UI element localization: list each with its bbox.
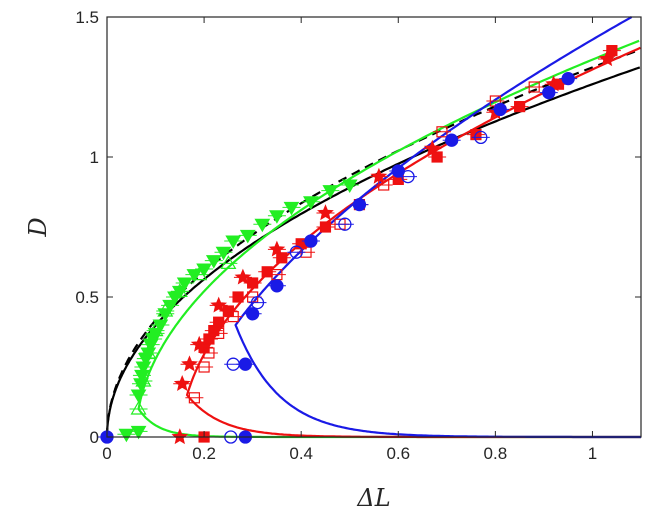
green-triangle-up-open-point (220, 255, 237, 269)
blue-circle-open-point (338, 217, 352, 231)
green-triangle-down-filled-point (254, 218, 271, 233)
blue-fit-curve (234, 16, 641, 439)
green-triangle-up-open-point (130, 400, 147, 415)
red-square-open-point (378, 179, 390, 191)
red-square-filled-point (319, 221, 332, 233)
green-fit-curve (137, 39, 641, 439)
green-triangle-down-filled-point (176, 277, 193, 291)
blue-circle-filled-point (445, 133, 459, 147)
green-triangle-up-open-point (147, 322, 164, 337)
blue-circle-filled-point (245, 307, 260, 321)
blue-circle-filled-point (270, 279, 284, 293)
blue-circle-filled-point (561, 71, 575, 86)
blue-circle-open-point (250, 295, 265, 310)
red-square-filled-point (213, 316, 225, 328)
green-triangle-up-open-point (191, 266, 208, 281)
green-triangle-up-open-point (135, 372, 152, 387)
red-square-filled-point (261, 266, 273, 278)
green-triangle-down-filled-point (215, 246, 232, 261)
blue-circle-filled-point (493, 102, 507, 117)
green-triangle-down-filled-point (118, 428, 135, 443)
red-square-filled-point (276, 252, 288, 264)
green-triangle-down-filled-point (322, 185, 339, 199)
green-triangle-down-filled-point (283, 201, 300, 216)
x-tick-label: 1 (588, 444, 597, 463)
x-tick-label: 0.8 (484, 444, 508, 463)
green-triangle-down-filled-point (303, 196, 319, 210)
red-square-filled-point (247, 277, 259, 289)
green-triangle-down-filled-point (157, 308, 174, 322)
green-triangle-down-filled-point (130, 389, 147, 403)
red-square-open-point (213, 327, 225, 339)
green-triangle-up-open-point (171, 283, 188, 297)
x-tick-label: 0.2 (192, 444, 216, 463)
blue-circle-filled-point (542, 85, 556, 100)
green-triangle-down-filled-point (269, 210, 285, 224)
y-axis-label: D (24, 217, 52, 237)
red-star-filled-point (234, 268, 252, 285)
y-tick-label: 1.5 (75, 8, 99, 27)
axis-ticks: 0 0.2 0.4 0.6 0.8 1 0 0.5 1 1.5 (75, 8, 641, 463)
blue-circle-open-point (401, 169, 415, 184)
y-tick-label: 0.5 (75, 288, 99, 307)
x-axis-label: ΔL (356, 484, 390, 512)
red-square-open-point (203, 347, 215, 359)
blue-circle-filled-point (304, 234, 318, 248)
blue-circle-open-point (289, 245, 303, 259)
red-star-filled-point (317, 204, 334, 221)
red-square-filled-point (514, 100, 526, 113)
x-tick-label: 0 (102, 444, 111, 463)
red-square-open-point (188, 392, 200, 404)
red-square-filled-point (431, 151, 443, 163)
green-triangle-up-open-point (140, 344, 157, 359)
blue-circle-open-point (474, 130, 488, 145)
red-star-filled-point (598, 50, 616, 67)
green-triangle-up-open-point (157, 302, 174, 317)
x-tick-label: 0.4 (289, 444, 313, 463)
green-triangle-down-filled-point (239, 229, 256, 244)
green-triangle-down-filled-point (205, 255, 222, 269)
red-star-filled-point (181, 355, 198, 372)
red-star-filled-point (210, 296, 228, 313)
black-fit-curve-dashed (105, 48, 642, 437)
red-square-open-point (198, 361, 210, 373)
red-square-filled-point (606, 44, 618, 57)
red-square-open-point (528, 81, 540, 93)
green-triangle-down-filled-point (225, 235, 242, 249)
green-triangle-down-filled-point (130, 425, 147, 440)
x-tick-label: 0.6 (386, 444, 410, 463)
red-star-filled-point (173, 374, 191, 391)
plot-frame (106, 16, 642, 438)
blue-circle-open-point (226, 357, 240, 371)
black-fit-curve (105, 66, 641, 437)
red-square-filled-point (552, 78, 565, 90)
red-square-filled-point (232, 291, 244, 303)
red-square-open-point (436, 126, 448, 138)
red-square-open-point (227, 311, 239, 323)
data-points (98, 44, 621, 445)
y-tick-label: 0 (90, 428, 99, 447)
green-triangle-down-filled-point (147, 327, 164, 342)
blue-circle-filled-point (391, 164, 405, 178)
green-triangle-down-filled-point (341, 179, 358, 193)
y-tick-label: 1 (90, 148, 99, 167)
blue-circle-filled-point (352, 197, 367, 212)
red-star-filled-point (171, 428, 189, 445)
